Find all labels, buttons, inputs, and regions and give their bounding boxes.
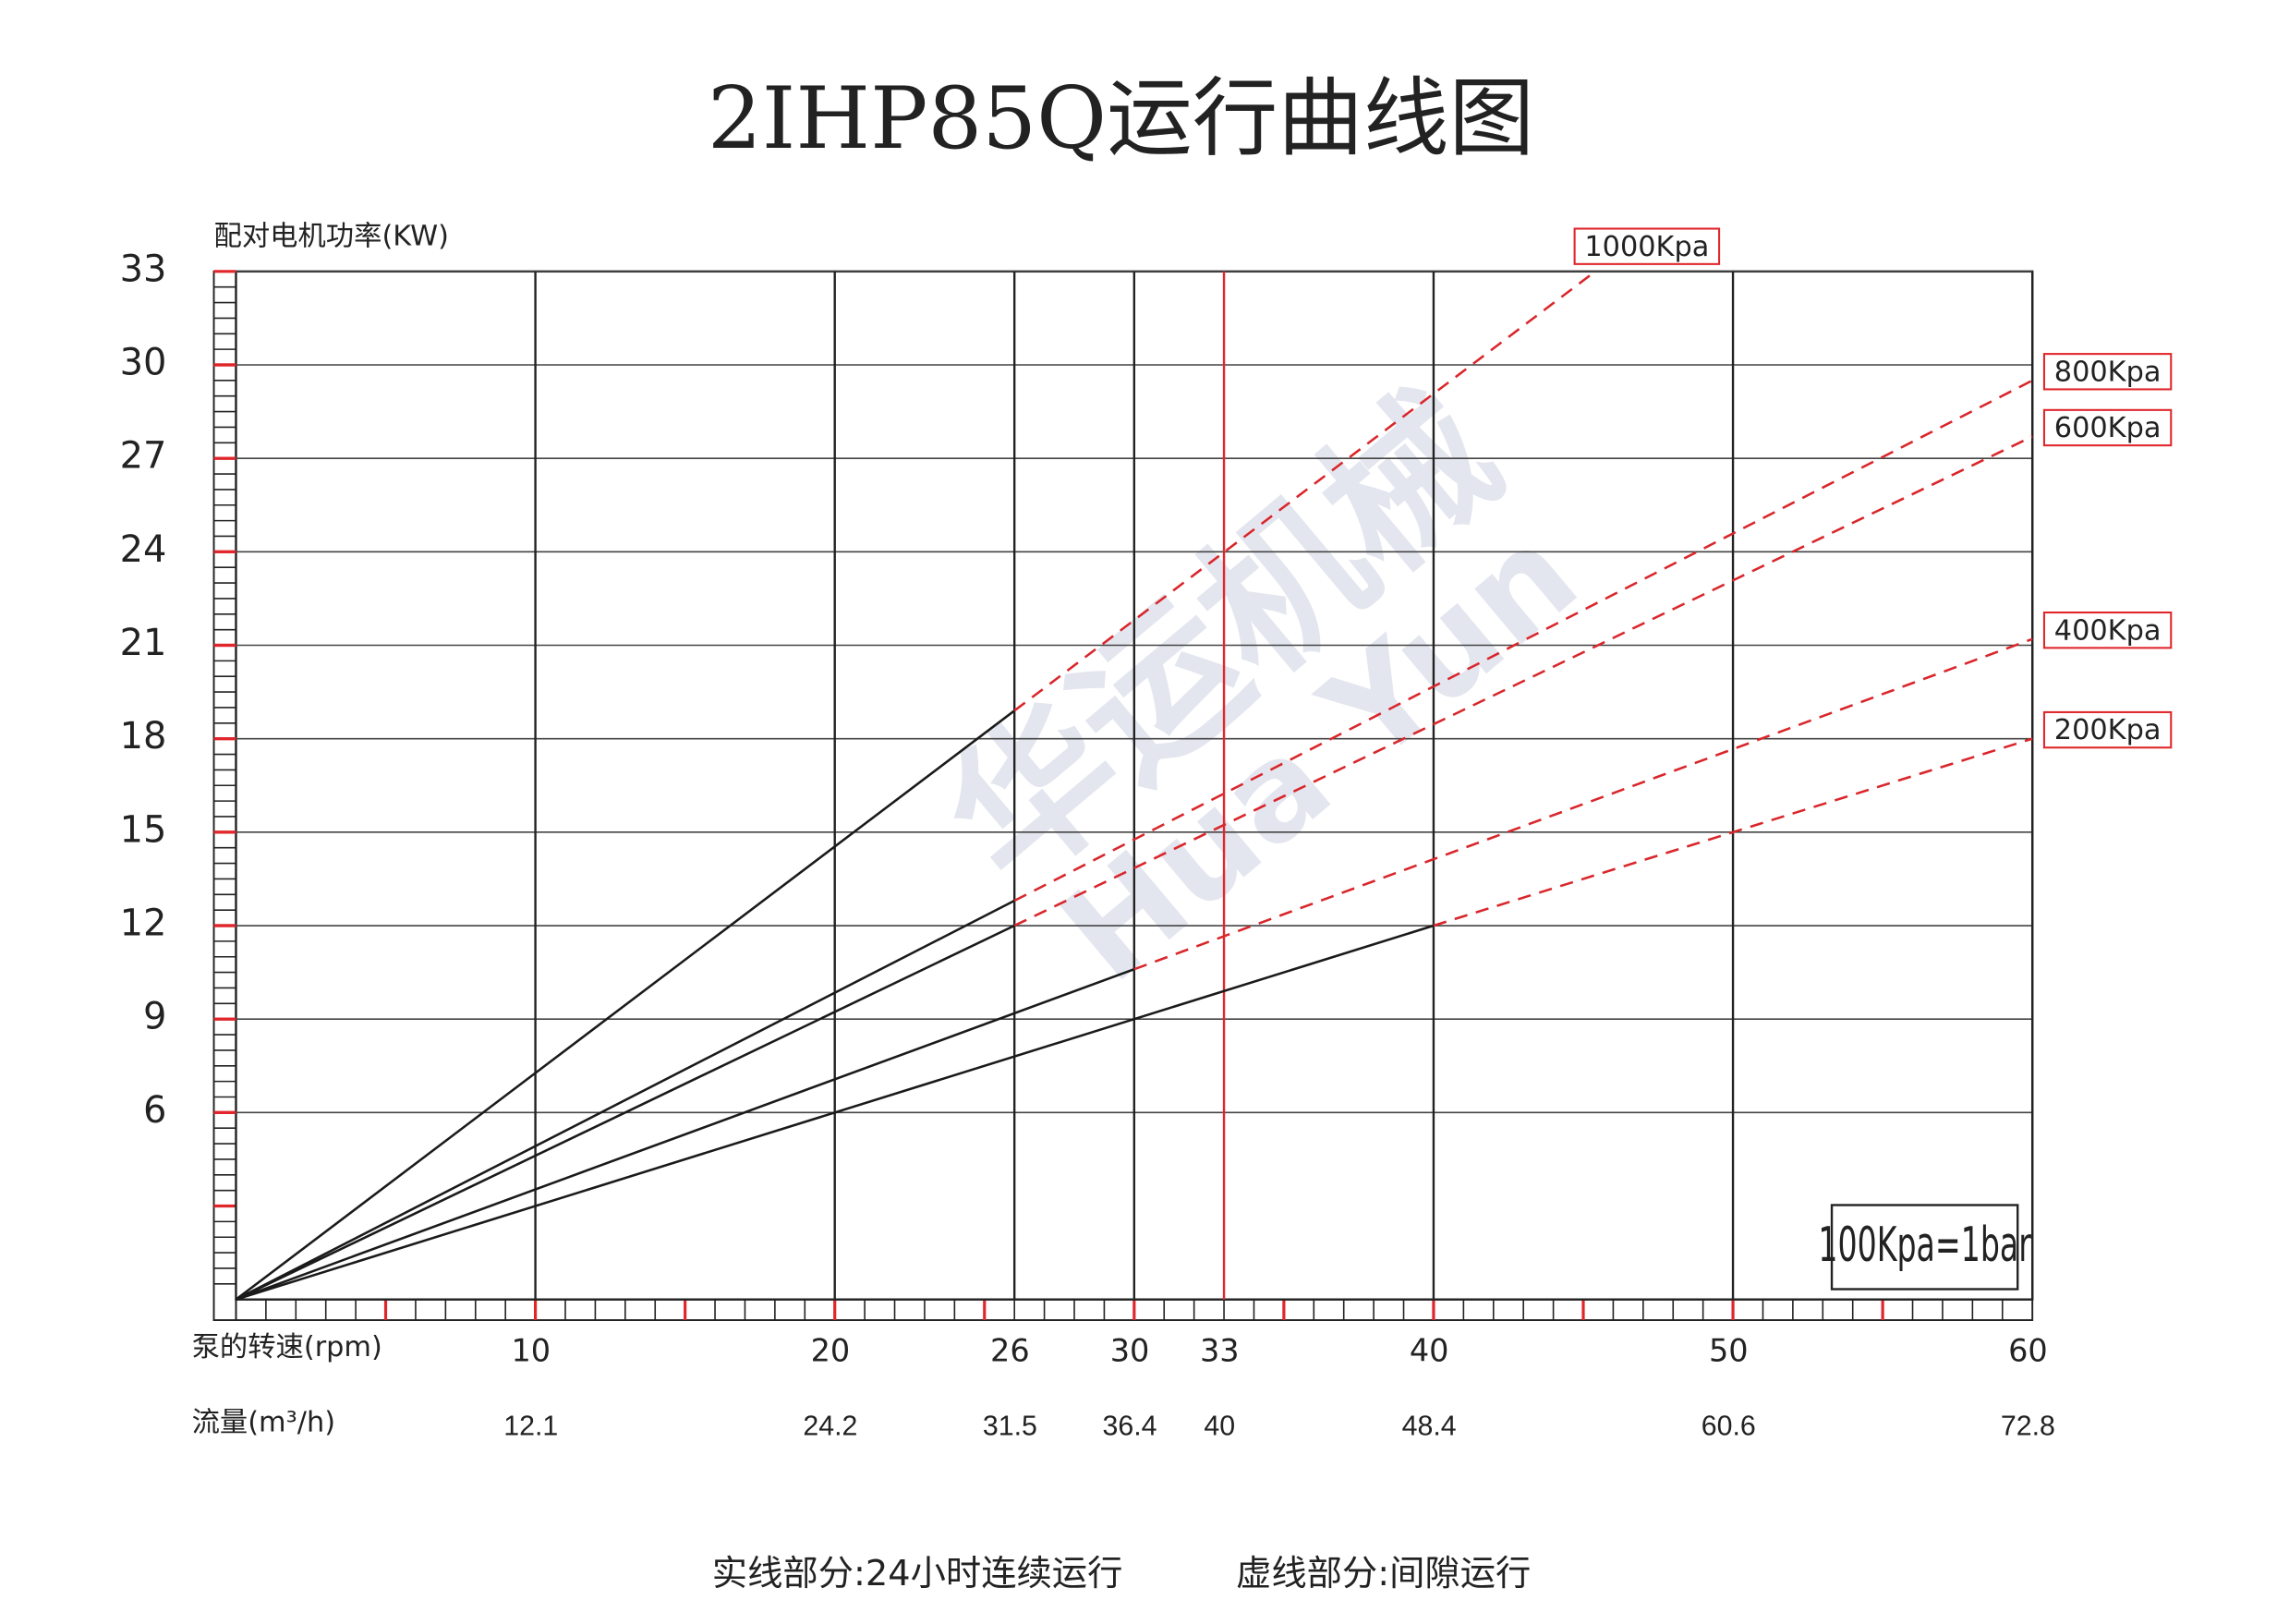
flow-label: 流量(m³/h) — [192, 1406, 335, 1438]
y-axis-label: 配对电机功率(KW) — [214, 221, 449, 253]
x-tick-label: 40 — [1410, 1333, 1449, 1369]
series-line — [1013, 435, 2033, 927]
y-tick-label: 27 — [120, 435, 167, 478]
flow-tick-label: 48.4 — [1402, 1412, 1457, 1442]
y-tick-label: 21 — [120, 622, 167, 664]
flow-tick-label: 36.4 — [1103, 1412, 1157, 1442]
series-label-box — [2042, 611, 2173, 649]
flow-tick-label: 12.1 — [503, 1412, 558, 1442]
series-line — [1013, 379, 2033, 903]
series-label-box — [1573, 227, 1721, 265]
flow-tick-label: 40 — [1204, 1412, 1235, 1442]
y-tick-label: 9 — [143, 996, 166, 1038]
x-tick-label: 20 — [811, 1333, 851, 1369]
flow-tick-label: 72.8 — [2001, 1412, 2055, 1442]
x-tick-label: 30 — [1110, 1333, 1150, 1369]
y-tick-label: 6 — [143, 1089, 166, 1132]
series-label: 800Kpa — [2054, 356, 2162, 388]
y-tick-label: 33 — [120, 248, 167, 290]
flow-tick-label: 31.5 — [983, 1412, 1037, 1442]
y-tick-label: 30 — [120, 341, 167, 383]
series-label-box — [2042, 408, 2173, 447]
series-label-box — [2042, 710, 2173, 749]
x-tick-label: 50 — [1709, 1333, 1749, 1369]
series-line — [1013, 270, 1596, 712]
series-line — [236, 924, 1435, 1301]
series-label: 1000Kpa — [1584, 231, 1709, 263]
series-label: 600Kpa — [2054, 412, 2162, 444]
y-tick-label: 15 — [120, 808, 167, 851]
series-label: 200Kpa — [2054, 714, 2162, 746]
footer-note: 实线部分:24小时连续运行 — [712, 1553, 1123, 1594]
series-line — [236, 968, 1135, 1301]
x-tick-label: 10 — [511, 1333, 551, 1369]
series-line — [235, 709, 1015, 1301]
flow-tick-label: 24.2 — [803, 1412, 857, 1442]
note-box — [1830, 1204, 2019, 1291]
series-label: 400Kpa — [2054, 614, 2162, 647]
series-label-box — [2042, 353, 2173, 391]
x-axis-label: 泵的转速(rpm) — [192, 1331, 382, 1363]
flow-tick-label: 60.6 — [1702, 1412, 1756, 1442]
series-line — [1433, 737, 2033, 927]
x-tick-label: 60 — [2008, 1333, 2048, 1369]
y-tick-label: 12 — [120, 903, 167, 945]
x-tick-label: 33 — [1200, 1333, 1240, 1369]
series-line — [235, 899, 1015, 1301]
y-tick-label: 24 — [120, 528, 167, 571]
footer-note: 虚线部分:间隙运行 — [1236, 1553, 1531, 1594]
series-line — [235, 924, 1015, 1301]
series-line — [1133, 637, 2033, 971]
y-tick-label: 18 — [120, 715, 167, 757]
note: 100Kpa=1bar — [1818, 1218, 2031, 1274]
x-tick-label: 26 — [990, 1333, 1030, 1369]
chart-title: 2IHP85Q运行曲线图 — [708, 68, 1534, 168]
